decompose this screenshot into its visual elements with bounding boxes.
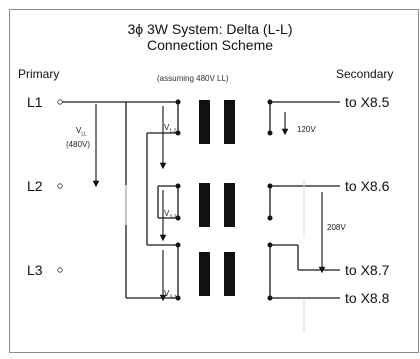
v12-label: V1-2 bbox=[164, 123, 177, 135]
diagram-title-line1: 3ϕ 3W System: Delta (L-L) bbox=[127, 21, 293, 37]
terminal-l1: L1 bbox=[27, 94, 43, 110]
diagram-title-line2: Connection Scheme bbox=[146, 37, 274, 53]
v31-label: V3-1 bbox=[164, 289, 177, 301]
terminal-l3: L3 bbox=[27, 262, 43, 278]
output-x85: to X8.5 bbox=[345, 94, 390, 110]
v23-label: V2-3 bbox=[164, 209, 177, 221]
output-x87: to X8.7 bbox=[345, 262, 390, 278]
primary-wiring bbox=[62, 101, 179, 299]
output-x86: to X8.6 bbox=[345, 178, 390, 194]
v208-label: 208V bbox=[327, 223, 346, 232]
primary-header: Primary bbox=[18, 67, 60, 81]
vll-value-label: (480V) bbox=[66, 140, 91, 149]
terminal-circles bbox=[57, 99, 63, 273]
secondary-header: Secondary bbox=[336, 67, 394, 81]
terminal-l2: L2 bbox=[27, 178, 43, 194]
ghost-lines bbox=[125, 180, 305, 332]
output-x88: to X8.8 bbox=[345, 290, 390, 306]
vll-label: VLL bbox=[76, 126, 87, 138]
assumption-note: (assuming 480V LL) bbox=[157, 74, 229, 83]
polarity-dots bbox=[175, 99, 273, 301]
transformer-cores bbox=[199, 100, 235, 296]
voltage-arrows bbox=[92, 104, 326, 302]
diagram-frame bbox=[9, 9, 419, 353]
v120-label: 120V bbox=[297, 125, 316, 134]
